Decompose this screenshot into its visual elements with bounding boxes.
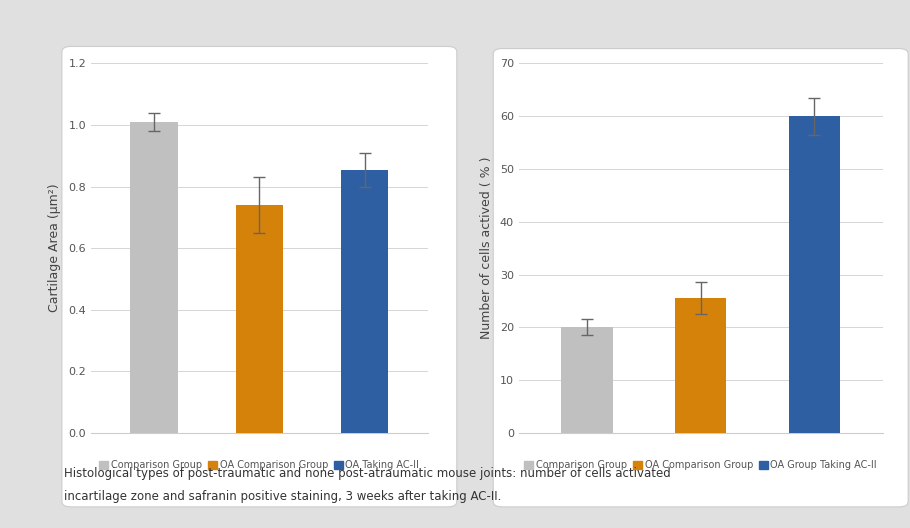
Bar [341, 169, 389, 433]
Bar [236, 205, 283, 433]
Legend: Comparison Group, OA Comparison Group, OA Group Taking AC-II: Comparison Group, OA Comparison Group, O… [521, 456, 881, 474]
Text: incartilage zone and safranin positive staining, 3 weeks after taking AC-II.: incartilage zone and safranin positive s… [64, 490, 501, 503]
Bar [130, 122, 177, 433]
Text: Histological types of post-traumatic and none post-atraumatic mouse joints: numb: Histological types of post-traumatic and… [64, 467, 671, 480]
Legend: Comparison Group, OA Comparison Group, OA Taking AC-II: Comparison Group, OA Comparison Group, O… [96, 456, 423, 474]
Y-axis label: Number of cells actived ( % ): Number of cells actived ( % ) [480, 157, 493, 340]
Bar [561, 327, 612, 433]
Bar [675, 298, 726, 433]
Y-axis label: Cartilage Area (μm²): Cartilage Area (μm²) [48, 184, 62, 313]
Bar [789, 116, 840, 433]
